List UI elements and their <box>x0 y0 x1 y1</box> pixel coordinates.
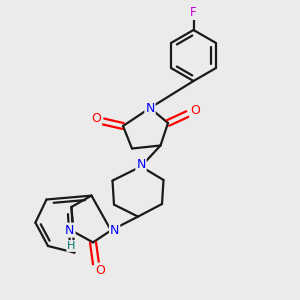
Text: F: F <box>190 6 197 19</box>
Text: O: O <box>91 112 101 125</box>
Text: O: O <box>190 104 200 118</box>
Text: N: N <box>110 224 119 237</box>
Text: H: H <box>67 241 76 251</box>
Text: O: O <box>96 263 105 277</box>
Text: N: N <box>136 158 146 172</box>
Text: N: N <box>145 101 155 115</box>
Text: N: N <box>65 224 75 237</box>
